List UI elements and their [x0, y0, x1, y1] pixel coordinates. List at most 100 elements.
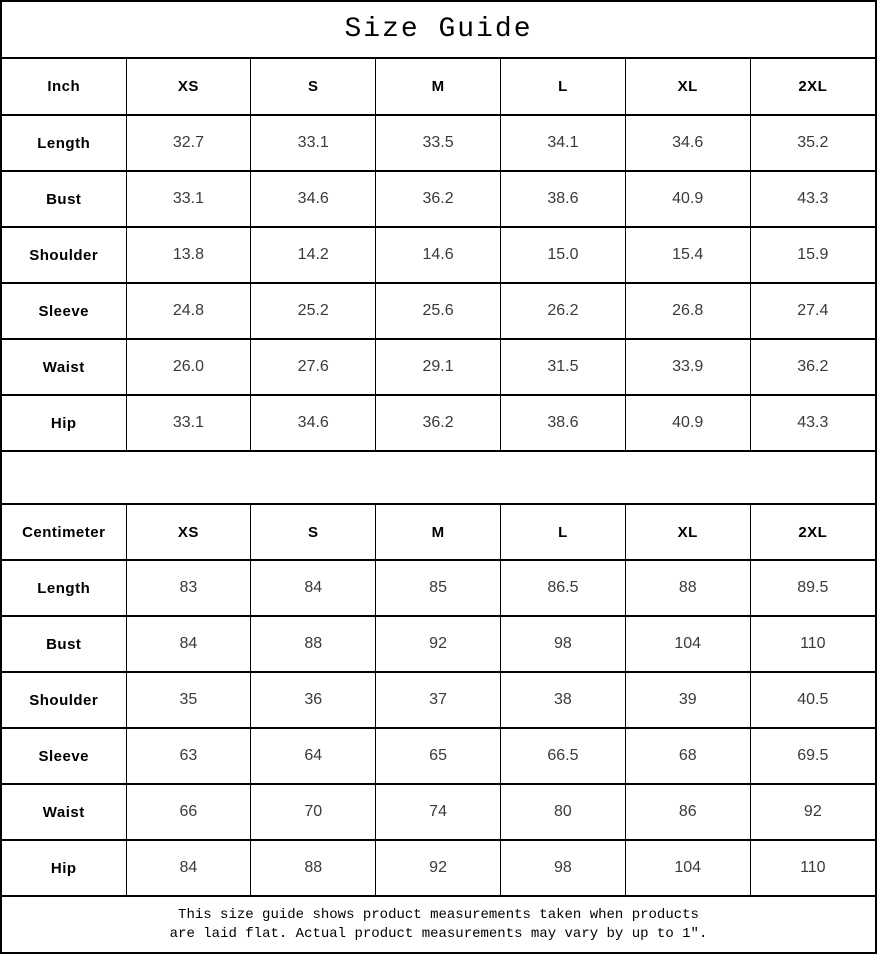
size-value-cell: 98 [499, 615, 626, 673]
measurement-row-label: Length [2, 114, 127, 172]
size-value-cell: 33.9 [624, 338, 751, 396]
size-value-cell: 85 [375, 559, 501, 617]
size-value-cell: 38.6 [499, 170, 626, 228]
measurement-row-label: Bust [2, 170, 127, 228]
table-row: Bust 84 88 92 98 104 110 [2, 615, 875, 673]
size-value-cell: 68 [624, 727, 751, 785]
size-value-cell: 34.6 [250, 170, 377, 228]
measurement-row-label: Waist [2, 338, 127, 396]
size-value-cell: 63 [125, 727, 252, 785]
size-value-cell: 35.2 [749, 114, 875, 172]
size-value-cell: 84 [125, 839, 252, 896]
table-row: Length 32.7 33.1 33.5 34.1 34.6 35.2 [2, 114, 875, 172]
size-value-cell: 25.2 [250, 282, 377, 340]
disclaimer-line-2: are laid flat. Actual product measuremen… [169, 925, 708, 942]
size-value-cell: 89.5 [749, 559, 875, 617]
disclaimer-line-1: This size guide shows product measuremen… [178, 906, 699, 923]
size-value-cell: 104 [624, 615, 751, 673]
measurement-row-label: Sleeve [2, 282, 127, 340]
measurement-row-label: Bust [2, 615, 127, 673]
size-value-cell: 88 [624, 559, 751, 617]
measurement-row-label: Shoulder [2, 226, 127, 284]
table-row: Sleeve 63 64 65 66.5 68 69.5 [2, 727, 875, 785]
header-row: Centimeter XS S M L XL 2XL [2, 504, 875, 561]
centimeter-size-table: Centimeter XS S M L XL 2XL Length 83 84 85 86.5 88 89… [2, 503, 875, 897]
size-value-cell: 40.5 [749, 671, 875, 729]
table-row: Bust 33.1 34.6 36.2 38.6 40.9 43.3 [2, 170, 875, 228]
size-value-cell: 43.3 [749, 170, 875, 228]
size-value-cell: 64 [250, 727, 377, 785]
size-value-cell: 26.8 [624, 282, 751, 340]
size-value-cell: 36.2 [375, 170, 501, 228]
size-value-cell: 88 [250, 839, 377, 896]
size-value-cell: 26.2 [499, 282, 626, 340]
size-column-header: XL [624, 504, 751, 561]
measurement-row-label: Shoulder [2, 671, 127, 729]
size-value-cell: 84 [125, 615, 252, 673]
size-column-header: M [375, 59, 501, 116]
size-value-cell: 104 [624, 839, 751, 896]
unit-header: Centimeter [2, 504, 127, 561]
size-column-header: 2XL [749, 59, 875, 116]
size-value-cell: 69.5 [749, 727, 875, 785]
size-value-cell: 27.4 [749, 282, 875, 340]
size-value-cell: 86 [624, 783, 751, 841]
size-value-cell: 36 [250, 671, 377, 729]
size-value-cell: 27.6 [250, 338, 377, 396]
page-title: Size Guide [344, 14, 533, 45]
size-value-cell: 80 [499, 783, 626, 841]
size-value-cell: 14.2 [250, 226, 377, 284]
size-value-cell: 26.0 [125, 338, 252, 396]
table-gap-spacer [2, 452, 875, 503]
measurement-disclaimer: This size guide shows product measuremen… [2, 897, 875, 952]
measurement-row-label: Length [2, 559, 127, 617]
table-row: Waist 66 70 74 80 86 92 [2, 783, 875, 841]
size-value-cell: 13.8 [125, 226, 252, 284]
table-row: Shoulder 35 36 37 38 39 40.5 [2, 671, 875, 729]
unit-header: Inch [2, 59, 127, 116]
size-value-cell: 14.6 [375, 226, 501, 284]
table-row: Sleeve 24.8 25.2 25.6 26.2 26.8 27.4 [2, 282, 875, 340]
size-value-cell: 66.5 [499, 727, 626, 785]
measurement-row-label: Waist [2, 783, 127, 841]
table-row: Shoulder 13.8 14.2 14.6 15.0 15.4 15.9 [2, 226, 875, 284]
size-value-cell: 38.6 [499, 394, 626, 451]
size-column-header: XS [125, 59, 252, 116]
size-value-cell: 15.0 [499, 226, 626, 284]
size-value-cell: 34.1 [499, 114, 626, 172]
size-value-cell: 84 [250, 559, 377, 617]
size-column-header: XS [125, 504, 252, 561]
size-value-cell: 25.6 [375, 282, 501, 340]
size-value-cell: 83 [125, 559, 252, 617]
size-value-cell: 43.3 [749, 394, 875, 451]
size-value-cell: 36.2 [375, 394, 501, 451]
size-value-cell: 40.9 [624, 170, 751, 228]
size-value-cell: 34.6 [250, 394, 377, 451]
size-value-cell: 66 [125, 783, 252, 841]
size-value-cell: 92 [375, 839, 501, 896]
measurement-row-label: Hip [2, 394, 127, 451]
size-column-header: M [375, 504, 501, 561]
size-value-cell: 110 [749, 839, 875, 896]
size-value-cell: 65 [375, 727, 501, 785]
size-value-cell: 32.7 [125, 114, 252, 172]
size-value-cell: 110 [749, 615, 875, 673]
size-column-header: L [499, 59, 626, 116]
size-value-cell: 33.1 [125, 170, 252, 228]
size-value-cell: 29.1 [375, 338, 501, 396]
size-value-cell: 34.6 [624, 114, 751, 172]
size-value-cell: 36.2 [749, 338, 875, 396]
size-value-cell: 86.5 [499, 559, 626, 617]
table-row: Waist 26.0 27.6 29.1 31.5 33.9 36.2 [2, 338, 875, 396]
size-value-cell: 92 [749, 783, 875, 841]
size-column-header: XL [624, 59, 751, 116]
size-value-cell: 98 [499, 839, 626, 896]
size-value-cell: 88 [250, 615, 377, 673]
size-value-cell: 15.9 [749, 226, 875, 284]
measurement-row-label: Hip [2, 839, 127, 896]
size-value-cell: 39 [624, 671, 751, 729]
size-value-cell: 35 [125, 671, 252, 729]
inch-size-table: Inch XS S M L XL 2XL Length 32.7 33.1 33.5 34.1 34.6… [2, 59, 875, 452]
size-column-header: 2XL [749, 504, 875, 561]
size-value-cell: 40.9 [624, 394, 751, 451]
